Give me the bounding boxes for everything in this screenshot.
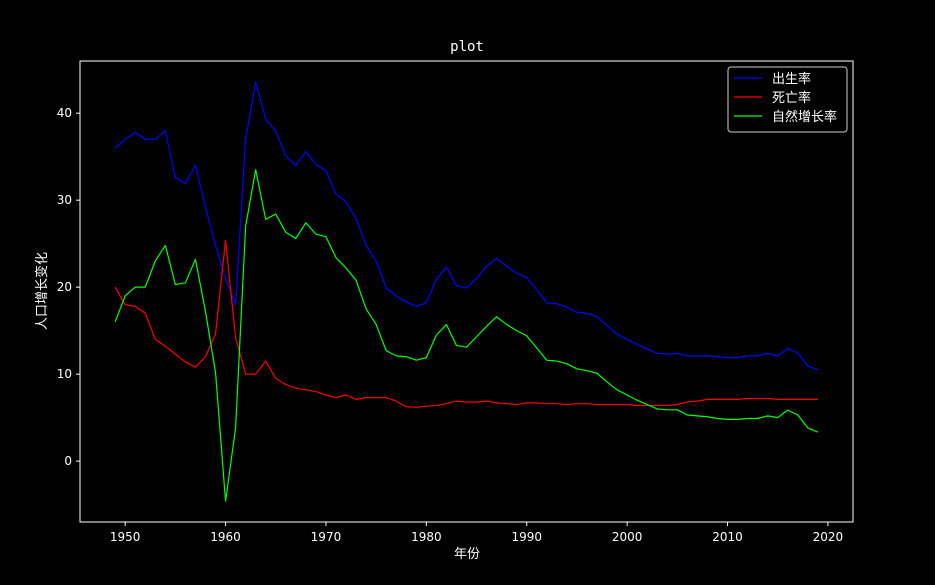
x-tick-label: 1990 <box>511 530 542 544</box>
chart-title: plot <box>450 39 484 55</box>
legend-label-1: 出生率 <box>772 71 811 87</box>
y-tick-label: 20 <box>57 280 72 294</box>
x-tick-label: 2020 <box>813 530 844 544</box>
x-tick-label: 1980 <box>411 530 442 544</box>
series-line-1 <box>114 81 819 371</box>
y-axis-label: 人口增长变化 <box>34 252 50 330</box>
y-tick-label: 40 <box>57 106 72 120</box>
y-tick-label: 0 <box>64 454 72 468</box>
series-line-2 <box>114 239 818 408</box>
legend-label-3: 自然增长率 <box>772 109 837 125</box>
series-line-3 <box>114 169 819 502</box>
axes-frame <box>79 60 854 523</box>
legend-label-2: 死亡率 <box>772 90 811 106</box>
y-tick-label: 10 <box>57 367 72 381</box>
x-tick-label: 2010 <box>712 530 743 544</box>
x-tick-label: 1970 <box>311 530 342 544</box>
x-tick-label: 1950 <box>110 530 141 544</box>
x-tick-label: 2000 <box>612 530 643 544</box>
y-tick-label: 30 <box>57 193 72 207</box>
plot-area: 1950 1960 1970 1980 1990 2000 2010 2020 0 10 20 30 4… <box>57 60 854 544</box>
x-axis-label: 年份 <box>454 547 480 562</box>
x-tick-label: 1960 <box>210 530 241 544</box>
